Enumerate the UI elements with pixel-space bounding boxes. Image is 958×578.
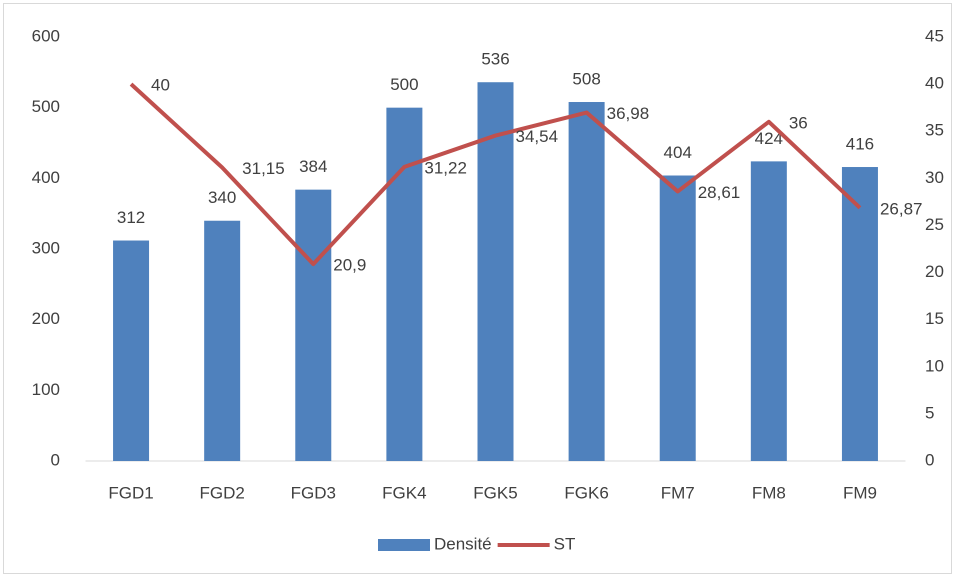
y2-tick-label: 35 (925, 121, 944, 140)
y-tick-label: 0 (51, 450, 60, 469)
bar (113, 240, 150, 461)
data-label: 404 (664, 143, 692, 162)
y-tick-label: 100 (32, 380, 60, 399)
y2-tick-label: 25 (925, 215, 944, 234)
x-tick-label: FGD2 (199, 483, 244, 502)
line-data-label: 40 (151, 76, 170, 95)
data-label: 508 (572, 69, 600, 88)
line (129, 82, 862, 267)
y2-tick-label: 40 (925, 74, 944, 93)
data-label: 384 (299, 157, 327, 176)
line-data-label: 34,54 (516, 127, 559, 146)
bar (477, 82, 514, 461)
bar (659, 175, 696, 462)
y-tick-label: 500 (32, 97, 60, 116)
y2-tick-label: 45 (925, 26, 944, 45)
y-tick-label: 600 (32, 26, 60, 45)
x-tick-label: FGD1 (108, 483, 153, 502)
y-tick-label: 300 (32, 238, 60, 257)
line-data-label: 26,87 (880, 199, 923, 218)
legend-swatch (378, 539, 430, 551)
line-data-label: 31,22 (424, 158, 467, 177)
y2-tick-label: 20 (925, 262, 944, 281)
data-label: 536 (481, 50, 509, 69)
x-tick-label: FM8 (752, 483, 786, 502)
y2-tick-label: 30 (925, 168, 944, 187)
line-data-label: 36 (789, 113, 808, 132)
x-tick-label: FGK4 (382, 483, 426, 502)
line-data-label: 36,98 (607, 104, 650, 123)
data-label: 500 (390, 75, 418, 94)
line-data-label: 20,9 (333, 256, 366, 275)
legend-label: Densité (434, 534, 492, 553)
bar (841, 167, 878, 461)
line-data-label: 31,15 (242, 159, 285, 178)
data-label: 416 (846, 135, 874, 154)
legend-label: ST (554, 534, 576, 553)
bar (295, 189, 332, 461)
y2-tick-label: 15 (925, 309, 944, 328)
x-tick-label: FM9 (843, 483, 877, 502)
bar (204, 220, 241, 461)
y-tick-label: 200 (32, 309, 60, 328)
y-tick-label: 400 (32, 168, 60, 187)
x-tick-label: FGD3 (291, 483, 336, 502)
y2-tick-label: 10 (925, 356, 944, 375)
y2-tick-label: 0 (925, 450, 934, 469)
x-tick-label: FGK6 (564, 483, 608, 502)
data-label: 312 (117, 208, 145, 227)
line-data-label: 28,61 (698, 183, 741, 202)
data-label: 340 (208, 188, 236, 207)
x-tick-label: FM7 (661, 483, 695, 502)
x-tick-label: FGK5 (473, 483, 517, 502)
bar (568, 102, 605, 461)
bar (750, 161, 787, 461)
y2-tick-label: 5 (925, 403, 934, 422)
data-label: 424 (755, 129, 783, 148)
